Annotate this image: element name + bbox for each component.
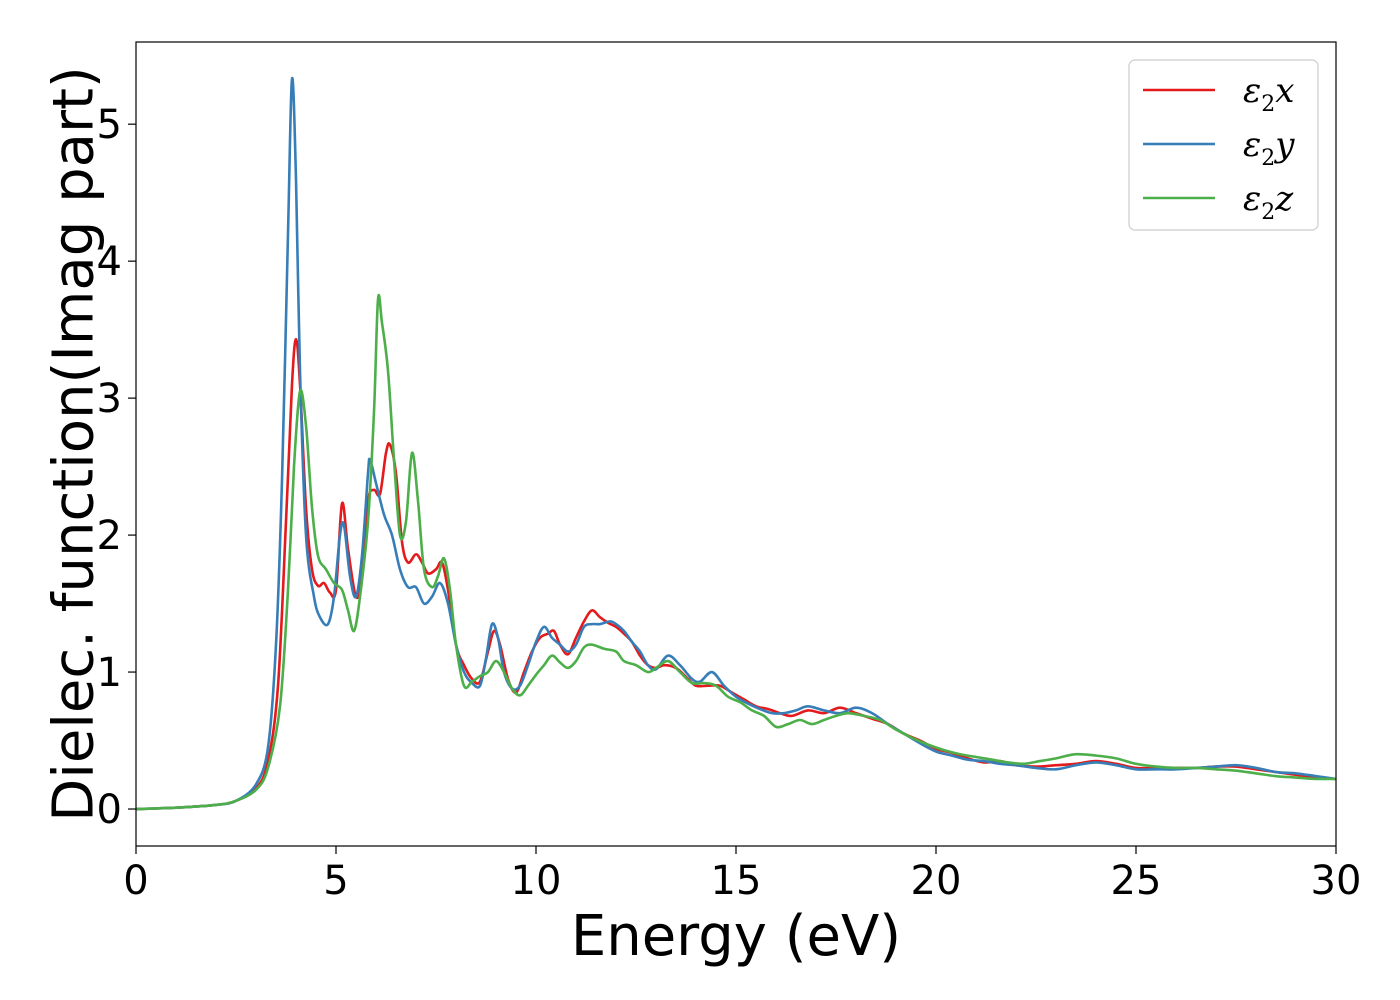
y-tick-label: 3 xyxy=(97,376,122,422)
legend: ε2x ε2y ε2z xyxy=(1128,59,1319,231)
x-tick-label: 30 xyxy=(1311,858,1362,904)
x-axis-title: Energy (eV) xyxy=(571,904,901,969)
legend-box xyxy=(1128,59,1319,231)
x-tick-label: 5 xyxy=(323,858,348,904)
x-tick-label: 25 xyxy=(1111,858,1162,904)
x-axis: 0 5 10 15 20 25 30 xyxy=(123,846,1361,904)
y-tick-label: 0 xyxy=(97,787,122,833)
series-line-y xyxy=(136,76,1336,811)
legend-label-z: ε2z xyxy=(1243,179,1294,225)
y-axis-title: Dielec. function(Imag part) xyxy=(42,66,107,822)
x-tick-label: 20 xyxy=(911,858,962,904)
series-line-x xyxy=(136,337,1336,811)
legend-label-y: ε2y xyxy=(1243,125,1295,171)
y-tick-label: 2 xyxy=(97,513,122,559)
series-line-z xyxy=(136,293,1336,811)
series-layer xyxy=(136,76,1336,811)
x-tick-label: 15 xyxy=(711,858,762,904)
y-tick-label: 5 xyxy=(97,102,122,148)
y-tick-label: 4 xyxy=(97,239,122,285)
y-tick-label: 1 xyxy=(97,650,122,696)
legend-label-x: ε2x xyxy=(1243,71,1294,117)
y-axis: 0 1 2 3 4 5 xyxy=(97,102,136,833)
x-tick-label: 0 xyxy=(123,858,148,904)
x-tick-label: 10 xyxy=(511,858,562,904)
